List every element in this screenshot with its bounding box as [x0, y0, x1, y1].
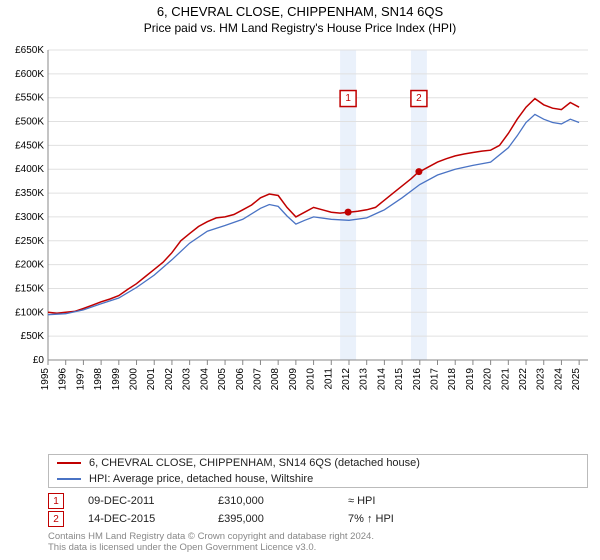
svg-text:2005: 2005 [217, 368, 228, 391]
svg-text:2018: 2018 [447, 368, 458, 391]
legend-label-property: 6, CHEVRAL CLOSE, CHIPPENHAM, SN14 6QS (… [89, 457, 420, 469]
svg-text:2014: 2014 [376, 368, 387, 391]
svg-text:2022: 2022 [518, 368, 529, 391]
svg-text:2019: 2019 [465, 368, 476, 391]
svg-text:2011: 2011 [323, 368, 334, 390]
legend-row-property: 6, CHEVRAL CLOSE, CHIPPENHAM, SN14 6QS (… [49, 455, 587, 471]
svg-text:2000: 2000 [129, 368, 140, 391]
sales-table: 1 09-DEC-2011 £310,000 ≈ HPI 2 14-DEC-20… [48, 492, 588, 528]
svg-text:2023: 2023 [536, 368, 547, 391]
svg-text:2007: 2007 [252, 368, 263, 391]
chart-container: 6, CHEVRAL CLOSE, CHIPPENHAM, SN14 6QS P… [0, 0, 600, 560]
chart-subtitle: Price paid vs. HM Land Registry's House … [0, 21, 600, 35]
svg-text:£350K: £350K [15, 188, 44, 199]
svg-text:2017: 2017 [430, 368, 441, 391]
title-area: 6, CHEVRAL CLOSE, CHIPPENHAM, SN14 6QS P… [0, 0, 600, 35]
svg-text:2013: 2013 [359, 368, 370, 391]
svg-text:2009: 2009 [288, 368, 299, 391]
svg-text:£50K: £50K [21, 331, 45, 342]
footer-line2: This data is licensed under the Open Gov… [48, 543, 588, 554]
svg-text:£400K: £400K [15, 164, 44, 175]
sale-vs-hpi: 7% ↑ HPI [348, 513, 478, 525]
legend-label-hpi: HPI: Average price, detached house, Wilt… [89, 473, 313, 485]
sale-date: 09-DEC-2011 [88, 495, 218, 507]
svg-text:£600K: £600K [15, 69, 44, 80]
svg-text:2025: 2025 [571, 368, 582, 391]
svg-text:2006: 2006 [235, 368, 246, 391]
svg-text:1: 1 [345, 93, 351, 104]
svg-text:£100K: £100K [15, 307, 44, 318]
svg-text:2021: 2021 [500, 368, 511, 391]
sale-price: £310,000 [218, 495, 348, 507]
svg-text:2: 2 [416, 93, 422, 104]
svg-text:1996: 1996 [58, 368, 69, 391]
sale-date: 14-DEC-2015 [88, 513, 218, 525]
sale-vs-hpi: ≈ HPI [348, 495, 478, 507]
sale-marker-icon: 1 [48, 493, 64, 509]
svg-text:2024: 2024 [553, 368, 564, 391]
svg-text:£200K: £200K [15, 260, 44, 271]
chart-plot-area: £0£50K£100K£150K£200K£250K£300K£350K£400… [48, 44, 588, 414]
svg-text:1998: 1998 [93, 368, 104, 391]
chart-svg: £0£50K£100K£150K£200K£250K£300K£350K£400… [48, 44, 588, 414]
svg-text:2020: 2020 [483, 368, 494, 391]
svg-text:2003: 2003 [182, 368, 193, 391]
svg-text:2002: 2002 [164, 368, 175, 391]
svg-text:1995: 1995 [40, 368, 51, 391]
sale-price: £395,000 [218, 513, 348, 525]
svg-text:2001: 2001 [146, 368, 157, 391]
sales-row: 1 09-DEC-2011 £310,000 ≈ HPI [48, 492, 588, 510]
svg-text:£650K: £650K [15, 45, 44, 56]
svg-text:£150K: £150K [15, 283, 44, 294]
svg-text:2016: 2016 [412, 368, 423, 391]
svg-text:£500K: £500K [15, 117, 44, 128]
svg-text:2012: 2012 [341, 368, 352, 391]
svg-text:1997: 1997 [75, 368, 86, 391]
svg-text:1999: 1999 [111, 368, 122, 391]
svg-text:2015: 2015 [394, 368, 405, 391]
svg-text:£550K: £550K [15, 93, 44, 104]
footer-attribution: Contains HM Land Registry data © Crown c… [48, 532, 588, 554]
svg-text:£250K: £250K [15, 236, 44, 247]
svg-text:2004: 2004 [199, 368, 210, 391]
svg-text:£0: £0 [33, 355, 45, 366]
sales-row: 2 14-DEC-2015 £395,000 7% ↑ HPI [48, 510, 588, 528]
legend: 6, CHEVRAL CLOSE, CHIPPENHAM, SN14 6QS (… [48, 454, 588, 488]
svg-text:2008: 2008 [270, 368, 281, 391]
svg-text:£450K: £450K [15, 140, 44, 151]
legend-swatch-hpi [57, 478, 81, 480]
svg-text:2010: 2010 [306, 368, 317, 391]
legend-row-hpi: HPI: Average price, detached house, Wilt… [49, 471, 587, 487]
sale-marker-icon: 2 [48, 511, 64, 527]
chart-title: 6, CHEVRAL CLOSE, CHIPPENHAM, SN14 6QS [0, 4, 600, 19]
legend-swatch-property [57, 462, 81, 464]
svg-text:£300K: £300K [15, 212, 44, 223]
